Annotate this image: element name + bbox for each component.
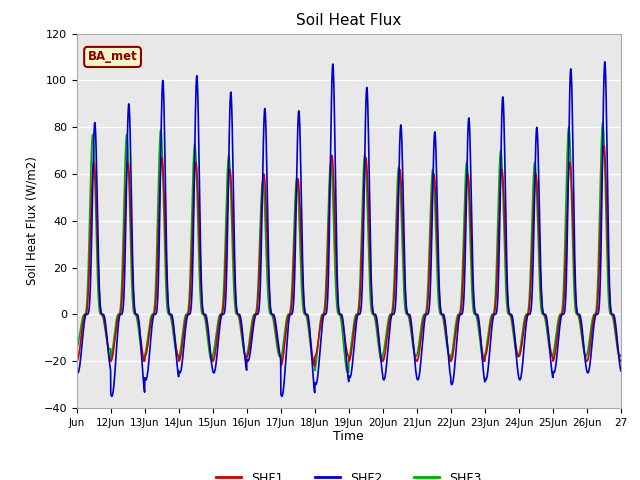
SHF2: [73, 368, 81, 374]
SHF1: [600, 143, 607, 149]
SHF2: [617, 368, 625, 374]
SHF3: [599, 120, 607, 125]
SHF1: [617, 358, 625, 364]
SHF3: [127, 261, 135, 267]
SHF2: [601, 59, 609, 65]
SHF3: [513, 352, 520, 358]
SHF3: [244, 344, 252, 349]
SHF2: [127, 180, 135, 186]
Title: Soil Heat Flux: Soil Heat Flux: [296, 13, 401, 28]
SHF3: [617, 352, 625, 358]
SHF1: [543, 324, 551, 329]
SHF1: [73, 358, 81, 364]
SHF1: [610, 314, 618, 320]
SHF1: [513, 347, 520, 353]
Line: SHF3: SHF3: [77, 122, 621, 373]
SHF2: [278, 394, 285, 399]
SHF1: [244, 349, 252, 355]
SHF2: [381, 371, 389, 376]
Text: BA_met: BA_met: [88, 50, 138, 63]
SHF1: [277, 363, 285, 369]
SHF2: [543, 320, 551, 326]
SHF3: [543, 331, 551, 337]
SHF2: [610, 312, 618, 317]
SHF2: [244, 358, 252, 363]
SHF3: [344, 370, 351, 376]
SHF3: [610, 318, 618, 324]
Y-axis label: Soil Heat Flux (W/m2): Soil Heat Flux (W/m2): [25, 156, 38, 285]
Line: SHF2: SHF2: [77, 62, 621, 396]
Line: SHF1: SHF1: [77, 146, 621, 366]
SHF2: [513, 357, 520, 362]
SHF1: [127, 228, 135, 234]
SHF3: [381, 336, 389, 342]
Legend: SHF1, SHF2, SHF3: SHF1, SHF2, SHF3: [211, 467, 486, 480]
SHF1: [381, 348, 389, 353]
X-axis label: Time: Time: [333, 431, 364, 444]
SHF3: [73, 346, 81, 351]
